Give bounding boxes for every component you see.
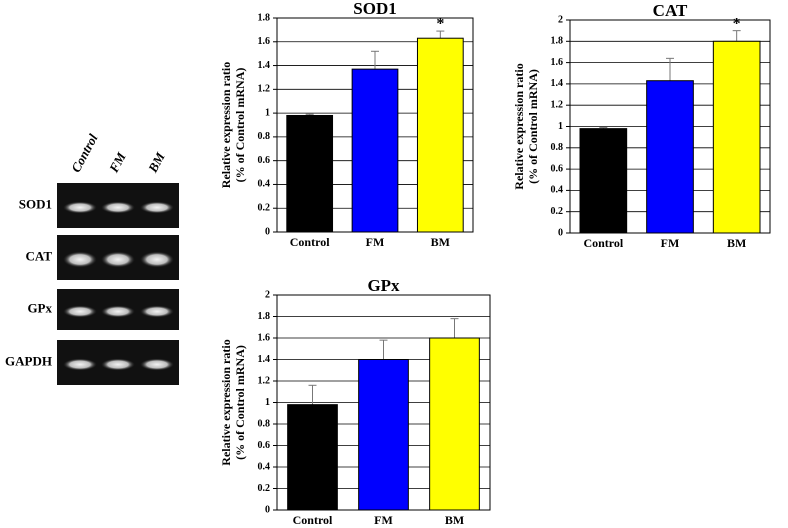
y-tick-label: 1 <box>265 107 270 118</box>
y-axis-label: (% of Control mRNA) <box>233 345 247 460</box>
y-tick-label: 0.2 <box>551 206 564 217</box>
y-tick-label: 0.8 <box>258 418 271 429</box>
gel-band <box>101 305 135 318</box>
y-tick-label: 0 <box>558 227 563 238</box>
y-tick-label: 1.2 <box>258 84 271 95</box>
bar <box>712 40 761 234</box>
x-tick-label: Control <box>583 236 623 250</box>
gel-band <box>101 251 135 268</box>
y-tick-label: 1.6 <box>258 332 271 343</box>
y-tick-label: 1.8 <box>551 36 564 47</box>
bar <box>579 128 628 234</box>
y-tick-label: 0.6 <box>258 155 271 166</box>
y-tick-label: 0.4 <box>258 179 271 190</box>
x-tick-label: Control <box>290 235 330 249</box>
y-tick-label: 1.2 <box>258 375 271 386</box>
bar <box>286 114 334 233</box>
y-tick-label: 0.4 <box>551 185 564 196</box>
gel-panel: Control FM BM SOD1 CAT GPx GAPDH <box>5 131 179 385</box>
y-tick-label: 1.8 <box>258 12 271 23</box>
y-tick-label: 1.6 <box>258 36 271 47</box>
gene-label: CAT <box>26 248 53 263</box>
gel-band <box>63 201 97 214</box>
gel-band <box>140 251 174 268</box>
gel-band <box>101 358 135 371</box>
bar <box>358 359 409 511</box>
x-tick-label: Control <box>293 513 333 527</box>
gel-band <box>101 201 135 214</box>
chart-title: CAT <box>653 1 688 20</box>
y-tick-label: 0.2 <box>258 203 271 214</box>
lane-label: BM <box>145 150 168 176</box>
y-tick-label: 2 <box>558 14 563 25</box>
y-tick-label: 0.8 <box>258 131 271 142</box>
y-axis-label: (% of Control mRNA) <box>233 68 247 183</box>
bar <box>287 404 338 511</box>
bar <box>351 68 399 233</box>
significance-mark: * <box>436 16 444 33</box>
bar <box>646 80 694 234</box>
y-axis-label: (% of Control mRNA) <box>526 69 540 184</box>
y-tick-label: 0.4 <box>258 461 271 472</box>
y-tick-label: 2 <box>265 289 270 300</box>
gel-band <box>63 305 97 318</box>
y-tick-label: 0.8 <box>551 142 564 153</box>
gel-band <box>63 358 97 371</box>
y-axis-label: Relative expression ratio <box>512 63 526 189</box>
x-tick-label: FM <box>374 513 393 527</box>
y-tick-label: 1.4 <box>551 78 564 89</box>
gel-band <box>140 305 174 318</box>
y-tick-label: 0.6 <box>551 163 564 174</box>
x-tick-label: BM <box>431 235 450 249</box>
gene-label: SOD1 <box>19 196 52 211</box>
y-tick-label: 1.2 <box>551 99 564 110</box>
gel-band <box>140 201 174 214</box>
bar <box>416 37 464 233</box>
gel-band <box>63 251 97 268</box>
chart-title: GPx <box>367 276 400 295</box>
lane-label: FM <box>106 150 129 176</box>
bar <box>429 337 480 511</box>
y-tick-label: 0.6 <box>258 440 271 451</box>
gene-label: GAPDH <box>5 353 52 368</box>
y-tick-label: 1.6 <box>551 57 564 68</box>
y-tick-label: 1.4 <box>258 354 271 365</box>
y-tick-label: 0 <box>265 226 270 237</box>
significance-mark: * <box>733 15 741 32</box>
y-tick-label: 0 <box>265 504 270 515</box>
y-tick-label: 1 <box>558 121 563 132</box>
y-tick-label: 0.2 <box>258 483 271 494</box>
y-axis-label: Relative expression ratio <box>219 62 233 188</box>
x-tick-label: BM <box>445 513 464 527</box>
gene-label: GPx <box>27 300 52 315</box>
y-tick-label: 1.8 <box>258 311 271 322</box>
y-axis-label: Relative expression ratio <box>219 339 233 465</box>
x-tick-label: FM <box>366 235 385 249</box>
y-tick-label: 1.4 <box>258 60 271 71</box>
lane-label: Control <box>68 131 101 175</box>
y-tick-label: 1 <box>265 397 270 408</box>
chart-title: SOD1 <box>353 0 396 18</box>
x-tick-label: FM <box>661 236 680 250</box>
x-tick-label: BM <box>727 236 746 250</box>
gel-band <box>140 358 174 371</box>
